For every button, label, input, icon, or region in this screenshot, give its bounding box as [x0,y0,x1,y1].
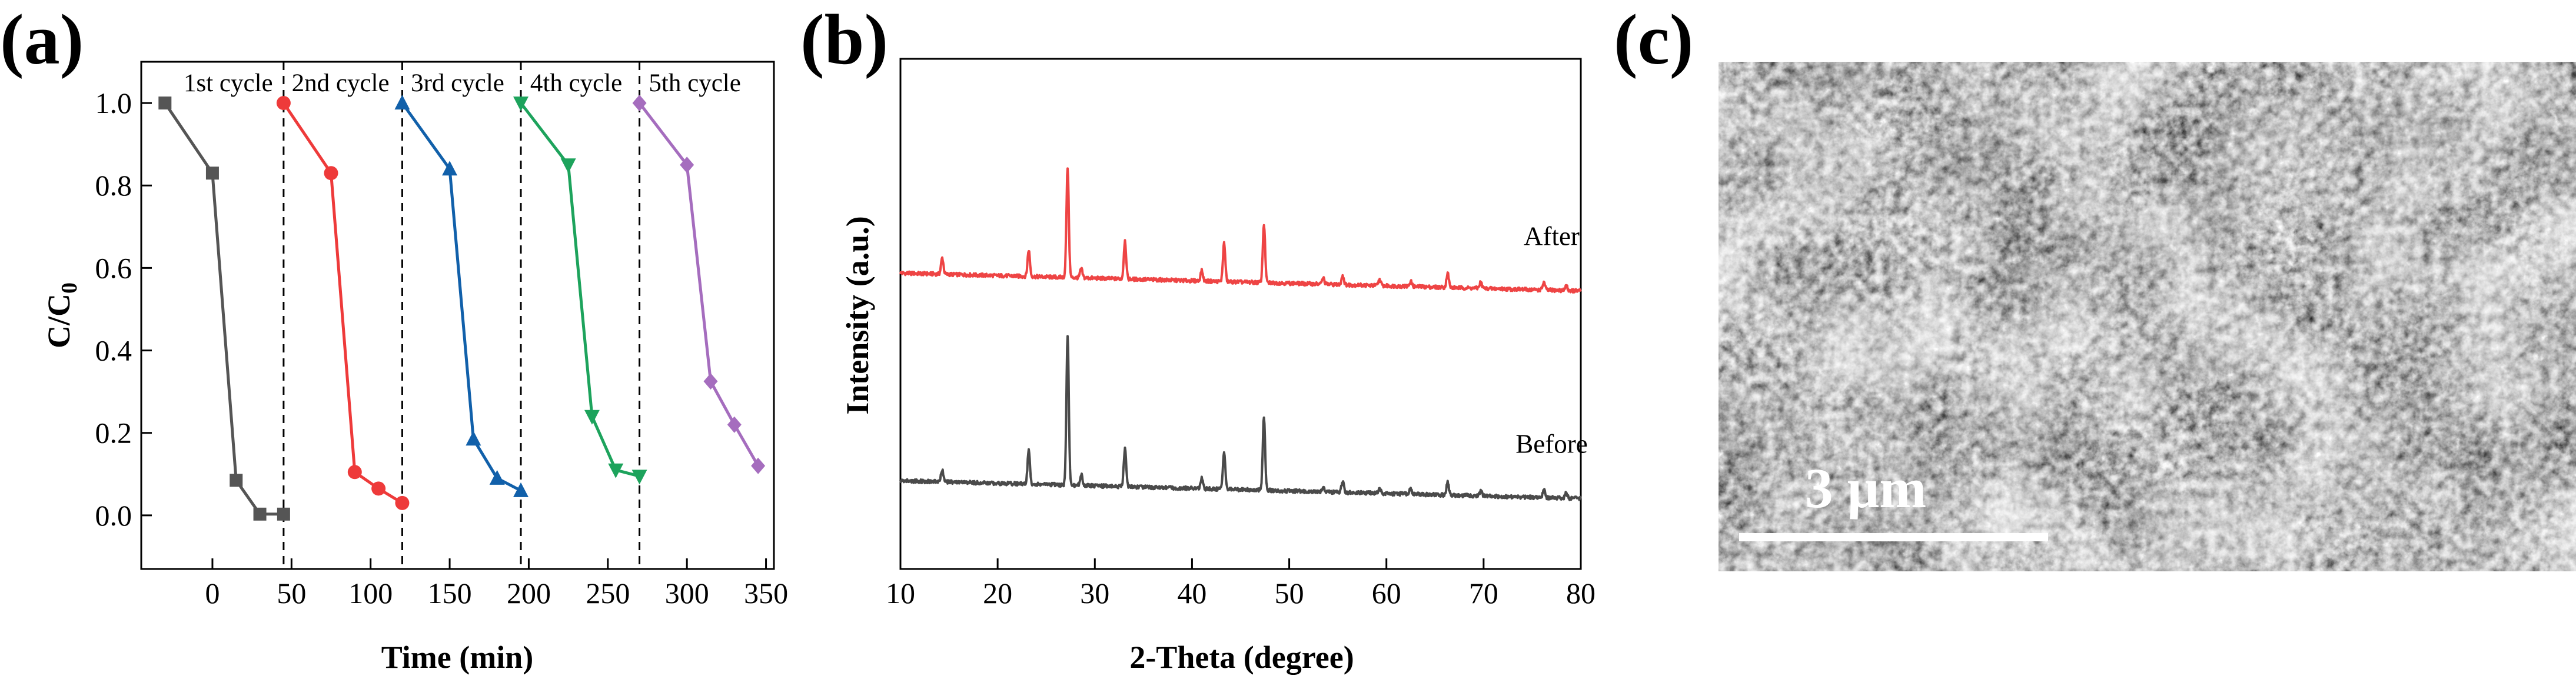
x-tick-label: 250 [586,577,630,610]
y-tick-label: 0.8 [95,169,132,202]
panel-b-curve-labels: After Before [1515,221,1587,458]
y-tick-label: 0.2 [95,417,132,450]
y-tick-label: 0.6 [95,251,132,284]
panel-c: (c) 3 μm [1614,0,2576,571]
panel-c-letter: (c) [1614,0,1693,79]
data-point-marker [560,158,576,174]
series-2 [276,96,410,510]
data-point-marker [513,96,529,112]
scale-bar [1739,533,2048,541]
panel-b-y-axis-title: Intensity (a.u.) [840,216,875,415]
xrd-pattern-after [899,167,1582,294]
panel-a: (a) 0 50 100 150 200 250 300 350 0.00.20.40.60.… [0,0,788,675]
data-point-marker [703,373,718,390]
data-point-marker [513,482,529,497]
sem-image [1719,62,2576,571]
data-point-marker [584,410,600,425]
x-tick-label: 150 [428,577,472,610]
panel-b-x-axis-title: 2-Theta (degree) [1129,640,1354,675]
panel-a-y-axis-title: C/C0 [41,282,82,348]
panel-a-letter: (a) [0,0,84,79]
y-tick-label: 1.0 [95,86,132,119]
x-tick-label: 60 [1372,577,1401,610]
data-point-marker [394,95,410,110]
series-3 [394,95,529,497]
data-point-marker [347,465,362,480]
series-4 [513,96,647,485]
data-point-marker [632,95,647,112]
data-point-marker [371,481,386,496]
panel-a-x-axis-title: Time (min) [381,640,533,675]
data-point-marker [205,167,219,180]
y-axis-title-subscript: 0 [57,282,82,294]
data-point-marker [276,96,291,111]
panel-b-letter: (b) [800,0,888,79]
panel-a-frame [140,61,775,570]
y-tick-label: 0.4 [95,334,132,367]
data-point-marker [442,161,458,176]
curve-label-after: After [1524,221,1580,251]
x-tick-label: 40 [1177,577,1206,610]
data-point-marker [608,463,624,478]
x-tick-label: 50 [1275,577,1304,610]
data-point-marker [631,470,647,485]
data-point-marker [395,495,410,510]
x-tick-label: 70 [1469,577,1498,610]
x-tick-label: 0 [205,577,220,610]
x-tick-label: 20 [983,577,1012,610]
data-point-marker [324,166,338,181]
cycle-labels: 1st cycle 2nd cycle 3rd cycle 4th cycle 5th … [184,69,741,97]
data-point-marker [158,96,172,110]
x-tick-label: 10 [886,577,915,610]
panel-b-frame [899,58,1582,570]
cycle-label: 3rd cycle [411,69,504,97]
panel-a-series [158,95,766,521]
data-point-marker [230,474,243,487]
panel-a-x-ticks: 0 50 100 150 200 250 300 350 [205,558,788,610]
data-point-marker [751,457,766,474]
series-1 [158,96,290,521]
panel-a-y-ticks: 0.0 0.2 0.4 0.6 0.8 1.0 [95,86,152,532]
series-line [520,102,640,478]
cycle-label: 5th cycle [649,69,740,97]
panel-b-x-ticks: 10 20 30 40 50 60 70 80 [886,558,1596,610]
x-tick-label: 350 [744,577,788,610]
series-line [164,102,284,516]
data-point-marker [277,507,290,521]
panel-b-series [899,167,1582,501]
x-tick-label: 300 [665,577,709,610]
series-line [638,102,760,467]
cycle-label: 1st cycle [184,69,273,97]
scale-bar-label: 3 μm [1805,457,1926,520]
y-axis-title-main: C/C [41,294,77,348]
data-point-marker [680,157,694,174]
cycle-label: 4th cycle [530,69,622,97]
x-tick-label: 100 [348,577,393,610]
x-tick-label: 30 [1080,577,1109,610]
series-5 [632,95,766,474]
x-tick-label: 200 [507,577,551,610]
panel-b: (b) 10 20 30 40 50 60 70 80 After Before 2-Theta… [800,0,1596,675]
series-line [401,102,522,492]
curve-label-before: Before [1515,429,1587,458]
data-point-marker [489,470,505,485]
y-tick-label: 0.0 [95,499,132,532]
series-line [282,102,403,505]
data-point-marker [253,507,267,521]
x-tick-label: 80 [1566,577,1596,610]
data-point-marker [727,416,742,433]
x-tick-label: 50 [277,577,306,610]
cycle-label: 2nd cycle [292,69,390,97]
data-point-marker [466,431,481,446]
xrd-pattern-before [899,335,1582,501]
